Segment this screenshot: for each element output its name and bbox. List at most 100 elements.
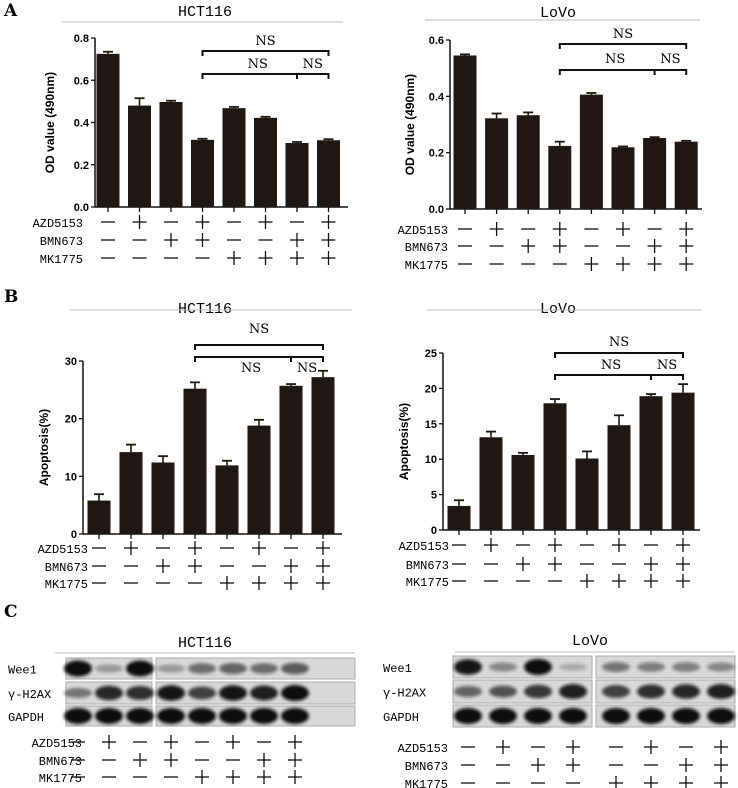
bar bbox=[575, 458, 599, 530]
blot-row-label: Wee1 bbox=[383, 662, 412, 676]
protein-band bbox=[672, 684, 700, 699]
treatment-label: BMN673 bbox=[405, 241, 448, 255]
ns-label: NS bbox=[297, 361, 317, 376]
protein-band bbox=[672, 708, 700, 724]
ns-label: NS bbox=[605, 52, 625, 67]
blot-row-label: GAPDH bbox=[8, 711, 44, 725]
y-tick-label: 0.8 bbox=[74, 33, 89, 45]
protein-band bbox=[157, 685, 185, 701]
treatment-label: MK1775 bbox=[40, 253, 83, 267]
significance-bracket bbox=[194, 344, 324, 350]
blot-row-label: GAPDH bbox=[383, 711, 419, 725]
blot-row-label: γ-H2AX bbox=[8, 688, 51, 702]
protein-band bbox=[219, 685, 247, 701]
protein-band bbox=[64, 708, 92, 724]
bar bbox=[479, 437, 503, 530]
protein-band bbox=[454, 686, 482, 697]
ns-label: NS bbox=[613, 27, 633, 42]
significance-bracket bbox=[201, 73, 330, 79]
protein-band bbox=[250, 663, 278, 674]
bar bbox=[611, 147, 635, 209]
y-tick-label: 15 bbox=[425, 419, 437, 431]
protein-band bbox=[559, 708, 587, 724]
bar-chart-a-lovo: LoVo 0.0 0.2 0.4 0.6 OD value (490nm) NS NS NS AZ… bbox=[398, 5, 702, 273]
bar bbox=[543, 403, 567, 530]
treatment-label: AZD5153 bbox=[32, 737, 82, 751]
y-tick-label: 0.0 bbox=[429, 204, 444, 216]
treatment-label: AZD5153 bbox=[33, 217, 83, 231]
bar bbox=[285, 142, 309, 207]
ns-label: NS bbox=[657, 358, 677, 373]
protein-band bbox=[637, 662, 665, 672]
blot-row-label: Wee1 bbox=[8, 664, 37, 678]
protein-band bbox=[250, 685, 278, 701]
panel-label: B bbox=[4, 287, 18, 307]
y-tick-label: 0 bbox=[431, 525, 437, 537]
protein-band bbox=[707, 662, 735, 672]
protein-band bbox=[559, 663, 587, 671]
treatment-label: AZD5153 bbox=[398, 224, 448, 238]
protein-band bbox=[602, 685, 630, 698]
protein-band bbox=[126, 686, 154, 700]
significance-bracket bbox=[554, 374, 684, 380]
panel-label: A bbox=[3, 1, 18, 21]
bar bbox=[674, 141, 698, 209]
ns-label: NS bbox=[660, 52, 680, 67]
bar bbox=[643, 138, 667, 209]
bar bbox=[183, 388, 207, 534]
bar bbox=[516, 115, 540, 209]
protein-band bbox=[188, 708, 216, 724]
treatment-label: MK1775 bbox=[405, 259, 448, 273]
protein-band bbox=[95, 708, 123, 724]
y-tick-label: 0.2 bbox=[74, 160, 89, 172]
y-axis-label: Apoptosis(%) bbox=[397, 403, 411, 480]
protein-band bbox=[559, 684, 587, 699]
chart-title: HCT116 bbox=[178, 4, 232, 21]
protein-band bbox=[524, 659, 552, 675]
y-tick-label: 0.6 bbox=[74, 75, 89, 87]
protein-band bbox=[524, 708, 552, 724]
panel-label: C bbox=[4, 602, 18, 622]
western-blot-lovo: LoVo Wee1 γ-H2AX GAPDH AZD5153 BMN673 MK1775 bbox=[383, 633, 736, 788]
bar bbox=[254, 117, 277, 207]
treatment-label: AZD5153 bbox=[38, 543, 88, 557]
y-axis-label: OD value (490nm) bbox=[43, 72, 57, 173]
y-tick-label: 0.6 bbox=[429, 35, 444, 47]
bar bbox=[639, 396, 663, 530]
protein-band bbox=[454, 708, 482, 724]
y-tick-label: 10 bbox=[65, 471, 77, 483]
treatment-label: BMN673 bbox=[45, 561, 88, 575]
protein-band bbox=[219, 663, 247, 674]
bar bbox=[87, 500, 111, 534]
treatment-label: BMN673 bbox=[406, 559, 449, 573]
protein-band bbox=[188, 663, 216, 674]
bar bbox=[215, 465, 239, 534]
bar bbox=[453, 55, 477, 209]
protein-band bbox=[95, 685, 123, 701]
bar bbox=[191, 139, 214, 207]
y-tick-label: 25 bbox=[425, 348, 437, 360]
protein-band bbox=[707, 708, 735, 724]
y-tick-label: 5 bbox=[431, 490, 437, 502]
chart-title: LoVo bbox=[540, 5, 576, 22]
bar bbox=[96, 53, 120, 207]
treatment-label: MK1775 bbox=[45, 578, 88, 592]
y-tick-label: 0.0 bbox=[74, 202, 89, 214]
ns-label: NS bbox=[241, 361, 261, 376]
ns-label: NS bbox=[255, 34, 275, 49]
bar bbox=[247, 425, 271, 534]
bar bbox=[311, 377, 335, 534]
treatment-label: BMN673 bbox=[405, 760, 448, 774]
protein-band bbox=[489, 708, 517, 724]
treatment-label: AZD5153 bbox=[399, 540, 449, 554]
ns-label: NS bbox=[609, 335, 629, 350]
bar bbox=[607, 425, 631, 530]
significance-bracket bbox=[194, 356, 324, 362]
y-tick-label: 20 bbox=[425, 383, 437, 395]
bar-chart-a-hct116: HCT116 0.0 0.2 0.4 0.6 0.8 OD value (490nm) NS N… bbox=[33, 4, 348, 267]
treatment-label: BMN673 bbox=[40, 235, 83, 249]
bar bbox=[317, 140, 340, 207]
